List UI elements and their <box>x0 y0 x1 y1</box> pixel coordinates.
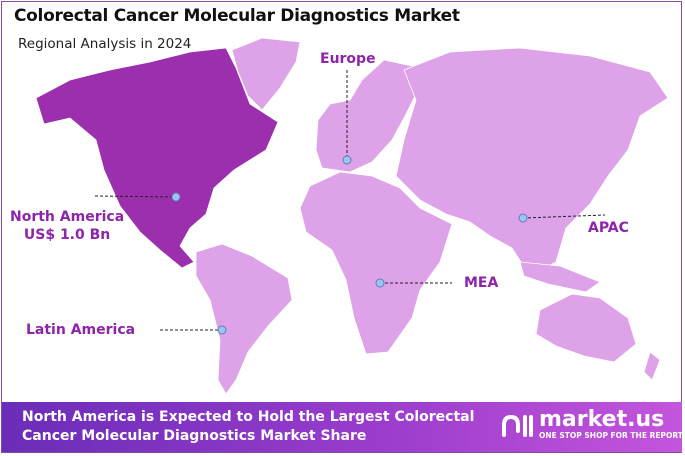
logo-icon <box>502 414 533 437</box>
banner-line-2: Cancer Molecular Diagnostics Market Shar… <box>22 428 367 444</box>
north-america-leader-line <box>94 195 177 198</box>
region-asia <box>395 47 669 277</box>
market-us-logo: market.us ONE STOP SHOP FOR THE REPORTS <box>500 409 685 441</box>
banner-text: North America is Expected to Hold the La… <box>22 408 474 446</box>
region-southeast-asia <box>519 261 601 293</box>
region-australia <box>535 293 637 363</box>
apac-marker <box>518 213 528 223</box>
logo-wordmark: market.us <box>539 407 665 432</box>
europe-label: Europe <box>320 51 376 67</box>
region-africa <box>299 171 453 355</box>
page-subtitle: Regional Analysis in 2024 <box>18 36 192 52</box>
latin-america-label: Latin America <box>26 322 136 338</box>
europe-marker <box>342 155 352 165</box>
apac-leader-line <box>522 214 606 219</box>
north-america-marker <box>171 192 181 202</box>
apac-label: APAC <box>588 220 629 236</box>
north-america-label: North America US$ 1.0 Bn <box>10 208 124 244</box>
region-north-america <box>35 47 279 269</box>
footer-banner: North America is Expected to Hold the La… <box>2 402 685 452</box>
mea-label: MEA <box>464 275 499 291</box>
region-europe <box>315 59 419 173</box>
region-new-zealand <box>643 351 661 381</box>
region-south-america <box>195 243 293 395</box>
north-america-name: North America <box>10 209 125 225</box>
mea-marker <box>375 278 385 288</box>
region-greenland <box>231 37 301 111</box>
banner-line-1: North America is Expected to Hold the La… <box>22 409 475 425</box>
north-america-value: US$ 1.0 Bn <box>23 227 111 243</box>
logo-tagline: ONE STOP SHOP FOR THE REPORTS <box>539 431 685 440</box>
latin-america-marker <box>217 325 227 335</box>
page-title: Colorectal Cancer Molecular Diagnostics … <box>14 6 460 26</box>
